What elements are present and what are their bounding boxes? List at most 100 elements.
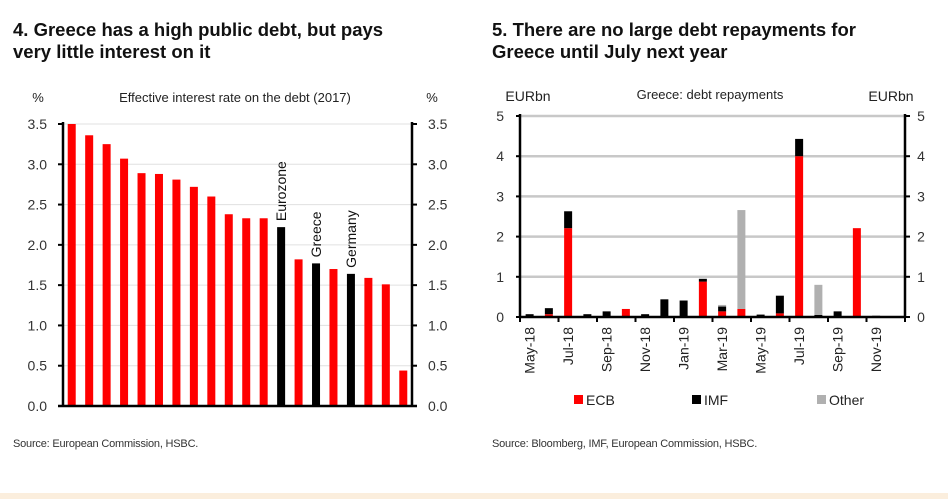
x-tick-label: Nov-18 <box>637 327 653 372</box>
bar <box>312 263 321 406</box>
chart-title-line-1: 5. There are no large debt repayments fo… <box>492 19 856 40</box>
bar-segment-ecb <box>718 311 727 317</box>
bar-segment-other <box>737 210 746 309</box>
y-tick-label-right: 2.5 <box>428 197 448 213</box>
y-tick-label-left: 0 <box>496 309 504 325</box>
bar-label: Eurozone <box>273 161 289 221</box>
y-tick-label-left: 2 <box>496 229 504 245</box>
y-tick-label-right: 0.5 <box>428 358 448 374</box>
bar-segment-imf <box>698 278 707 282</box>
interest-rate-bar-chart: % % Effective interest rate on the debt (2… <box>28 90 448 414</box>
y-tick-label-left: 0.5 <box>28 358 48 374</box>
x-tick-label: Jan-19 <box>676 327 692 370</box>
y-axis-label-right: EURbn <box>868 88 913 104</box>
bar-segment-ecb <box>737 308 746 317</box>
bar <box>137 173 146 406</box>
legend-swatch-ecb <box>574 395 583 404</box>
y-tick-label-right: 0 <box>917 309 925 325</box>
y-tick-label-right: 1.0 <box>428 317 448 333</box>
chart-source: Source: European Commission, HSBC. <box>13 438 199 450</box>
bar <box>259 218 268 406</box>
bar-segment-imf <box>544 308 553 315</box>
bar-segment-imf <box>641 314 650 317</box>
bar <box>154 173 163 406</box>
bar <box>294 259 303 406</box>
bar <box>364 277 373 406</box>
bar-segment-ecb <box>544 314 553 317</box>
bar <box>120 158 129 406</box>
bar <box>224 214 233 406</box>
y-tick-label-left: 0.0 <box>28 398 48 414</box>
bar-segment-imf <box>718 306 727 312</box>
bar-label: Greece <box>308 211 324 257</box>
bar-segment-imf <box>775 295 784 314</box>
bar-segment-ecb <box>564 228 573 317</box>
x-tick-label: May-19 <box>753 327 769 374</box>
y-tick-label-left: 2.0 <box>28 237 48 253</box>
bar <box>277 227 286 406</box>
y-tick-label-right: 3 <box>917 188 925 204</box>
chart-panel-interest-rate: 4. Greece has a high public debt, but pa… <box>0 0 474 460</box>
bar <box>102 144 111 406</box>
x-tick-label: May-18 <box>522 327 538 374</box>
bar <box>67 124 76 406</box>
y-tick-label-right: 0.0 <box>428 398 448 414</box>
chart-panel-debt-repayments: 5. There are no large debt repayments fo… <box>474 0 948 460</box>
y-tick-label-right: 3.0 <box>428 156 448 172</box>
y-tick-label-right: 3.5 <box>428 116 448 132</box>
bar-label: Germany <box>343 210 359 268</box>
y-tick-label-right: 1 <box>917 269 925 285</box>
debt-repayments-stacked-bar-chart: EURbn EURbn Greece: debt repayments 0 0 1 1 2 2 3… <box>496 87 925 408</box>
y-tick-label-left: 4 <box>496 148 504 164</box>
bar-segment-ecb <box>795 156 804 317</box>
y-tick-label-left: 5 <box>496 108 504 124</box>
chart-title-line-2: very little interest on it <box>13 41 211 62</box>
legend-label-other: Other <box>829 392 864 408</box>
y-tick-label-right: 5 <box>917 108 925 124</box>
y-axis-label-left: % <box>32 90 44 105</box>
legend-label-imf: IMF <box>704 392 728 408</box>
y-tick-label-left: 3.0 <box>28 156 48 172</box>
legend-swatch-other <box>817 395 826 404</box>
x-tick-label: Jul-18 <box>560 327 576 365</box>
y-tick-label-left: 2.5 <box>28 197 48 213</box>
x-tick-label: Mar-19 <box>714 327 730 372</box>
y-axis-label-right: % <box>426 90 438 105</box>
chart-title-line-2: Greece until July next year <box>492 41 728 62</box>
bar <box>242 218 251 406</box>
chart-subtitle: Greece: debt repayments <box>637 87 784 102</box>
x-tick-label: Sep-18 <box>599 327 615 372</box>
chart-title: 5. There are no large debt repayments fo… <box>492 19 856 63</box>
bar-segment-other <box>814 284 823 315</box>
bar <box>172 179 181 406</box>
bar-segment-ecb <box>852 228 861 317</box>
bar-segment-other <box>718 304 727 307</box>
x-tick-label: Jul-19 <box>791 327 807 365</box>
bar-segment-imf <box>679 300 688 317</box>
bar-segment-imf <box>564 211 573 229</box>
chart-title-line-1: 4. Greece has a high public debt, but pa… <box>13 19 384 40</box>
y-tick-label-right: 2 <box>917 229 925 245</box>
legend-swatch-imf <box>692 395 701 404</box>
x-tick-label: Nov-19 <box>868 327 884 372</box>
legend-label-ecb: ECB <box>586 392 615 408</box>
bar <box>346 273 355 406</box>
bar <box>381 284 390 406</box>
bar <box>329 269 338 406</box>
bar-segment-imf <box>525 314 534 317</box>
bar-segment-imf <box>602 311 611 317</box>
footer-strip <box>0 493 948 499</box>
y-tick-label-right: 4 <box>917 148 925 164</box>
x-tick-label: Sep-19 <box>830 327 846 372</box>
bar-segment-ecb <box>698 281 707 317</box>
bar-segment-imf <box>583 314 592 317</box>
y-tick-label-left: 1.5 <box>28 277 48 293</box>
bar-segment-imf <box>660 299 669 317</box>
y-tick-label-right: 2.0 <box>428 237 448 253</box>
bar <box>85 135 94 406</box>
bar-segment-ecb <box>621 308 630 317</box>
y-axis-label-left: EURbn <box>505 88 550 104</box>
chart-title: 4. Greece has a high public debt, but pa… <box>13 19 383 63</box>
y-tick-label-left: 3 <box>496 188 504 204</box>
bar-segment-ecb <box>775 313 784 317</box>
